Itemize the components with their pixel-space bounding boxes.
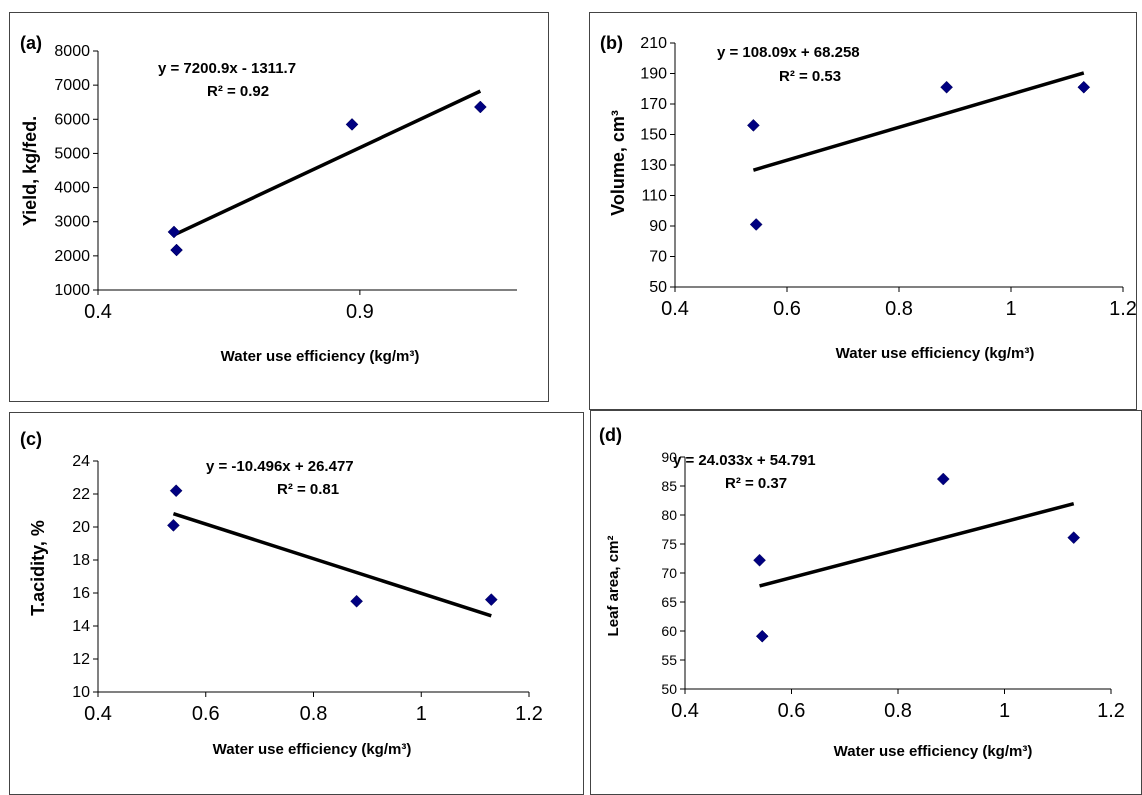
x-tick-label: 1 — [416, 703, 427, 725]
x-axis-label: Water use efficiency (kg/m³) — [221, 348, 420, 365]
chart-b: 50 70 90 110 130 150 170 190 210 0.4 0.6 0.8 1 1.2 (b… — [600, 33, 1137, 362]
y-tick-label: 4000 — [54, 180, 90, 197]
data-point-marker — [345, 118, 359, 131]
panel-label: (d) — [599, 425, 622, 445]
y-tick-label: 12 — [72, 651, 90, 668]
x-axis-label: Water use efficiency (kg/m³) — [834, 743, 1033, 760]
chart-d: 50 55 60 65 70 75 80 85 90 0.4 0.6 0.8 1 1.2 (d) Leaf… — [599, 425, 1125, 760]
data-point-marker — [1077, 80, 1091, 94]
x-tick-label: 0.8 — [300, 703, 328, 725]
x-tick-label: 1.2 — [1109, 298, 1137, 320]
x-tick-label: 0.4 — [661, 298, 689, 320]
y-tick-label: 70 — [661, 565, 677, 581]
r-squared: R² = 0.37 — [725, 475, 787, 492]
r-squared: R² = 0.92 — [207, 83, 269, 100]
x-tick-label: 0.4 — [671, 700, 699, 722]
y-tick-label: 14 — [72, 618, 90, 635]
y-tick-label: 130 — [640, 157, 667, 174]
r-squared: R² = 0.81 — [277, 481, 339, 498]
x-tick-label: 0.6 — [192, 703, 220, 725]
chart-a: 1000 2000 3000 4000 5000 6000 7000 8000 0.4 0.9 (… — [20, 33, 517, 365]
y-tick-label: 190 — [640, 66, 667, 83]
data-point-marker — [755, 629, 769, 643]
x-axis-label: Water use efficiency (kg/m³) — [213, 741, 412, 758]
data-point-marker — [167, 518, 180, 532]
y-tick-label: 20 — [72, 519, 90, 536]
y-tick-label: 22 — [72, 486, 90, 503]
y-tick-label: 70 — [649, 249, 667, 266]
data-point-marker — [749, 218, 763, 231]
r-squared: R² = 0.53 — [779, 68, 841, 85]
y-tick-label: 5000 — [54, 145, 90, 162]
y-tick-label: 90 — [649, 218, 667, 235]
trendline — [752, 71, 1085, 172]
y-tick-label: 60 — [661, 623, 677, 639]
y-tick-label: 50 — [661, 681, 677, 697]
x-tick-label: 0.6 — [778, 700, 806, 722]
y-tick-label: 110 — [641, 188, 667, 205]
y-tick-label: 16 — [72, 585, 90, 602]
y-tick-label: 90 — [661, 449, 677, 465]
y-tick-label: 50 — [649, 279, 667, 296]
x-tick-label: 1.2 — [1097, 700, 1125, 722]
y-tick-label: 55 — [661, 652, 677, 668]
y-tick-label: 65 — [661, 594, 677, 610]
y-axis-label: Volume, cm³ — [608, 110, 628, 216]
trend-equation: y = -10.496x + 26.477 — [206, 458, 354, 475]
y-axis-label: Yield, kg/fed. — [20, 116, 40, 226]
trend-equation: y = 108.09x + 68.258 — [717, 44, 860, 61]
x-tick-label: 0.8 — [885, 298, 913, 320]
y-axis-label: Leaf area, cm² — [605, 536, 622, 637]
data-point-marker — [484, 593, 498, 606]
y-tick-label: 150 — [640, 127, 667, 144]
y-tick-label: 18 — [72, 552, 90, 569]
x-tick-label: 1 — [999, 700, 1010, 722]
y-tick-label: 1000 — [54, 282, 90, 299]
y-tick-label: 80 — [661, 507, 677, 523]
x-tick-label: 1.2 — [515, 703, 543, 725]
data-point-marker — [170, 243, 183, 257]
data-point-marker — [936, 472, 950, 486]
trend-equation: y = 7200.9x - 1311.7 — [158, 60, 296, 77]
data-point-marker — [1067, 531, 1081, 544]
data-point-marker — [473, 100, 487, 114]
data-point-marker — [167, 225, 181, 239]
y-tick-label: 210 — [640, 35, 667, 52]
x-tick-label: 1 — [1005, 298, 1016, 320]
panel-label: (a) — [20, 33, 42, 53]
trendline — [173, 89, 482, 237]
chart-panel-c: 10 12 14 16 18 20 22 24 0.4 0.6 0.8 1 1.2 (c) T.acid… — [9, 412, 584, 795]
chart-c: 10 12 14 16 18 20 22 24 0.4 0.6 0.8 1 1.2 (c) T.acid… — [20, 429, 543, 758]
x-tick-label: 0.6 — [773, 298, 801, 320]
y-tick-label: 7000 — [54, 77, 90, 94]
data-point-marker — [169, 484, 183, 498]
panel-label: (b) — [600, 33, 623, 53]
x-axis-label: Water use efficiency (kg/m³) — [836, 345, 1035, 362]
panel-label: (c) — [20, 429, 42, 449]
y-tick-label: 170 — [640, 96, 667, 113]
y-tick-label: 8000 — [54, 43, 90, 60]
trendline — [759, 502, 1075, 588]
y-tick-label: 24 — [72, 453, 90, 470]
x-tick-label: 0.8 — [884, 700, 912, 722]
trendline — [172, 511, 492, 618]
y-tick-label: 6000 — [54, 111, 90, 128]
chart-panel-d: 50 55 60 65 70 75 80 85 90 0.4 0.6 0.8 1 1.2 (d) Leaf… — [590, 410, 1142, 795]
chart-panel-a: 1000 2000 3000 4000 5000 6000 7000 8000 0.4 0.9 (… — [9, 12, 549, 402]
trend-equation: y = 24.033x + 54.791 — [673, 452, 816, 469]
y-tick-label: 2000 — [54, 248, 90, 265]
data-point-marker — [753, 553, 766, 567]
y-tick-label: 10 — [72, 684, 90, 701]
data-point-marker — [350, 594, 363, 608]
data-point-marker — [747, 118, 760, 132]
x-tick-label: 0.9 — [346, 301, 374, 323]
y-axis-label: T.acidity, % — [28, 520, 48, 616]
x-tick-label: 0.4 — [84, 301, 112, 323]
chart-panel-b: 50 70 90 110 130 150 170 190 210 0.4 0.6 0.8 1 1.2 (b… — [589, 12, 1137, 410]
x-tick-label: 0.4 — [84, 703, 112, 725]
y-tick-label: 3000 — [54, 214, 90, 231]
y-tick-label: 75 — [661, 536, 677, 552]
data-point-marker — [940, 80, 953, 94]
y-tick-label: 85 — [661, 478, 677, 494]
